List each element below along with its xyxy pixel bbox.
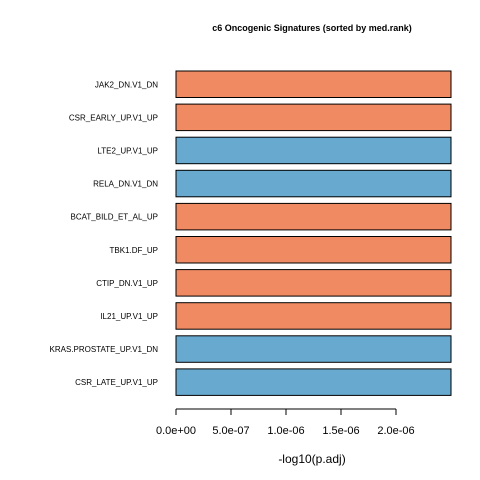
bars-group [175,70,452,396]
x-tick-label: 2.0e-06 [377,425,414,437]
category-label: CTIP_DN.V1_UP [96,279,158,288]
bar-KRAS.PROSTATE_UP.V1_DN [175,335,452,363]
x-axis: 0.0e+00 5.0e-07 1.0e-06 1.5e-06 2.0e-06 [156,408,415,437]
category-label: KRAS.PROSTATE_UP.V1_DN [50,345,159,354]
x-tick-label: 1.0e-06 [267,425,304,437]
category-label: CSR_LATE_UP.V1_UP [75,378,158,387]
category-label: BCAT_BILD_ET_AL_UP [71,213,158,222]
category-label: LTE2_UP.V1_UP [97,146,158,155]
bar-CSR_LATE_UP.V1_UP [175,368,452,396]
bar-RELA_DN.V1_DN [175,169,452,198]
chart-title: c6 Oncogenic Signatures (sorted by med.r… [212,23,412,33]
category-label: CSR_EARLY_UP.V1_UP [69,113,158,122]
x-tick-label: 1.5e-06 [322,425,359,437]
x-axis-title: -log10(p.adj) [278,452,345,466]
bar-CSR_EARLY_UP.V1_UP [175,103,452,132]
category-label: TBK1.DF_UP [110,246,158,255]
bar-JAK2_DN.V1_DN [175,70,452,98]
bar-BCAT_BILD_ET_AL_UP [175,202,452,231]
bar-CTIP_DN.V1_UP [175,269,452,297]
category-label: IL21_UP.V1_UP [100,312,158,321]
bar-LTE2_UP.V1_UP [175,136,452,165]
bar-IL21_UP.V1_UP [175,302,452,330]
category-label: JAK2_DN.V1_DN [95,80,158,89]
category-labels-group: JAK2_DN.V1_DN CSR_EARLY_UP.V1_UP LTE2_UP.V… [50,80,159,387]
bar-TBK1.DF_UP [175,236,452,264]
category-label: RELA_DN.V1_DN [93,180,158,189]
x-tick-label: 0.0e+00 [156,425,196,437]
x-tick-label: 5.0e-07 [212,425,249,437]
